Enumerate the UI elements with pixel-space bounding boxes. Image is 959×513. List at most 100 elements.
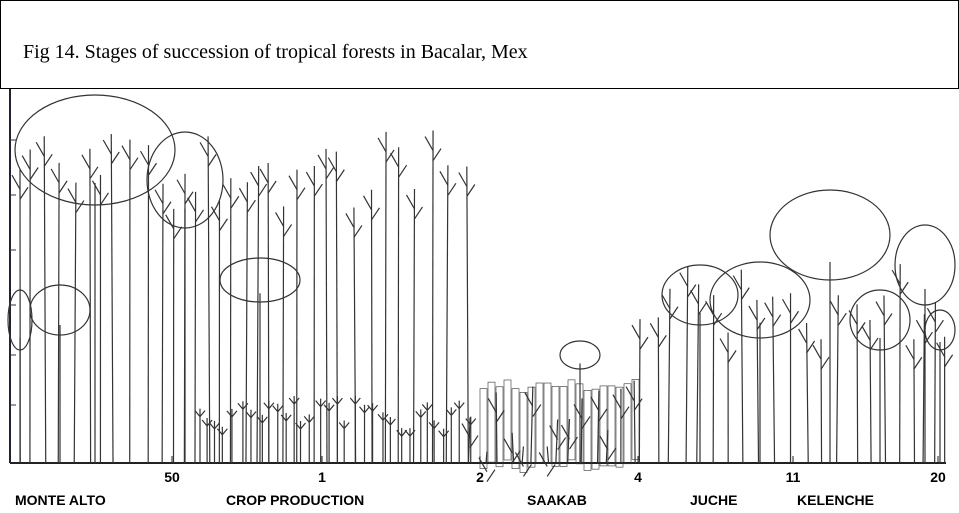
tree-trunk bbox=[657, 317, 660, 464]
stage-number: 20 bbox=[930, 469, 946, 485]
stage-label: MONTE ALTO bbox=[15, 492, 106, 508]
branch bbox=[458, 172, 476, 197]
tree-trunk bbox=[667, 288, 671, 464]
crop-plant bbox=[445, 407, 457, 463]
branch bbox=[764, 302, 782, 328]
stage-label: SAAKAB bbox=[527, 492, 587, 508]
branch bbox=[748, 305, 766, 331]
branch bbox=[439, 170, 457, 196]
tree-trunk bbox=[756, 299, 760, 464]
branch bbox=[915, 319, 933, 345]
crop-plant bbox=[216, 426, 228, 463]
branch bbox=[11, 174, 29, 200]
crop-plant bbox=[226, 408, 238, 463]
branch bbox=[514, 452, 532, 477]
crop-plant bbox=[256, 414, 268, 463]
tree-trunk bbox=[256, 166, 260, 464]
branch bbox=[21, 155, 39, 180]
stage-label: JUCHE bbox=[690, 492, 737, 508]
stage-label: KELENCHE bbox=[797, 492, 874, 508]
tree-trunk bbox=[934, 302, 937, 464]
shrub bbox=[479, 388, 488, 469]
tree-trunk bbox=[856, 304, 859, 464]
branch bbox=[690, 290, 708, 315]
branch bbox=[390, 152, 408, 178]
tree-trunk bbox=[207, 136, 211, 464]
tree-trunk bbox=[530, 386, 534, 464]
crop-plant bbox=[209, 420, 220, 463]
branch bbox=[250, 171, 268, 197]
crop-plant bbox=[280, 412, 292, 463]
caption: Fig 14. Stages of succession of tropical… bbox=[23, 41, 528, 63]
branch bbox=[154, 189, 172, 215]
labels: 50 1 2 4 11 20 MONTE ALTO CROP PRODUCTION SAAKAB… bbox=[15, 469, 946, 508]
branch bbox=[719, 338, 737, 363]
tree-trunk bbox=[899, 264, 901, 464]
branch bbox=[679, 272, 697, 297]
tree-trunk bbox=[370, 189, 373, 464]
shrub bbox=[591, 388, 600, 470]
crop-plant bbox=[331, 396, 343, 463]
crop-plant bbox=[323, 402, 335, 463]
crop-plant bbox=[384, 416, 396, 463]
branch bbox=[199, 142, 217, 167]
shrub bbox=[543, 382, 552, 464]
crop-plant bbox=[404, 428, 416, 463]
branch bbox=[861, 325, 879, 351]
stage-number: 11 bbox=[786, 469, 801, 485]
shrub bbox=[503, 379, 512, 461]
tree-trunk bbox=[431, 130, 434, 464]
shrub bbox=[519, 392, 528, 473]
branch bbox=[187, 197, 205, 223]
tree-trunk bbox=[183, 173, 186, 464]
branch bbox=[424, 136, 442, 161]
shrub bbox=[567, 379, 576, 461]
shrub bbox=[487, 381, 496, 463]
shrub bbox=[615, 386, 624, 468]
branch bbox=[317, 154, 335, 180]
shrub bbox=[631, 379, 640, 460]
branch bbox=[732, 275, 750, 300]
branch bbox=[848, 310, 866, 335]
branch bbox=[345, 213, 363, 238]
crop-plant bbox=[377, 412, 389, 463]
branch bbox=[327, 157, 345, 182]
branch bbox=[538, 452, 556, 477]
branch bbox=[891, 269, 909, 295]
stage-number: 4 bbox=[634, 469, 642, 485]
branch bbox=[91, 180, 109, 206]
tree-trunk bbox=[740, 269, 744, 464]
branch bbox=[81, 154, 99, 180]
branch bbox=[649, 323, 667, 348]
branch bbox=[259, 168, 277, 194]
branch bbox=[305, 171, 323, 197]
shrub bbox=[551, 386, 560, 467]
tree-trunk bbox=[555, 419, 559, 464]
tree-trunk bbox=[922, 314, 925, 464]
branch bbox=[524, 392, 542, 417]
crop-plant bbox=[338, 420, 350, 463]
tree-trunk bbox=[57, 162, 60, 464]
tree-trunk bbox=[384, 131, 387, 464]
branch bbox=[121, 145, 139, 170]
crop-plant bbox=[288, 395, 300, 463]
branch bbox=[288, 175, 306, 200]
branch bbox=[238, 187, 256, 213]
stage-number: 2 bbox=[476, 469, 484, 485]
crop-plant bbox=[438, 428, 450, 463]
tree-trunk bbox=[580, 398, 583, 464]
tree-trunk bbox=[913, 339, 916, 464]
branch bbox=[631, 324, 649, 350]
shrub bbox=[559, 386, 568, 467]
tree-trunk bbox=[89, 148, 92, 464]
shrub bbox=[607, 385, 616, 467]
branch bbox=[50, 168, 68, 194]
branch bbox=[812, 344, 830, 370]
tree-trunk bbox=[633, 380, 636, 464]
crop-plant bbox=[349, 396, 361, 463]
branch bbox=[176, 179, 194, 205]
crop-plant bbox=[421, 402, 433, 463]
branch bbox=[573, 404, 591, 429]
